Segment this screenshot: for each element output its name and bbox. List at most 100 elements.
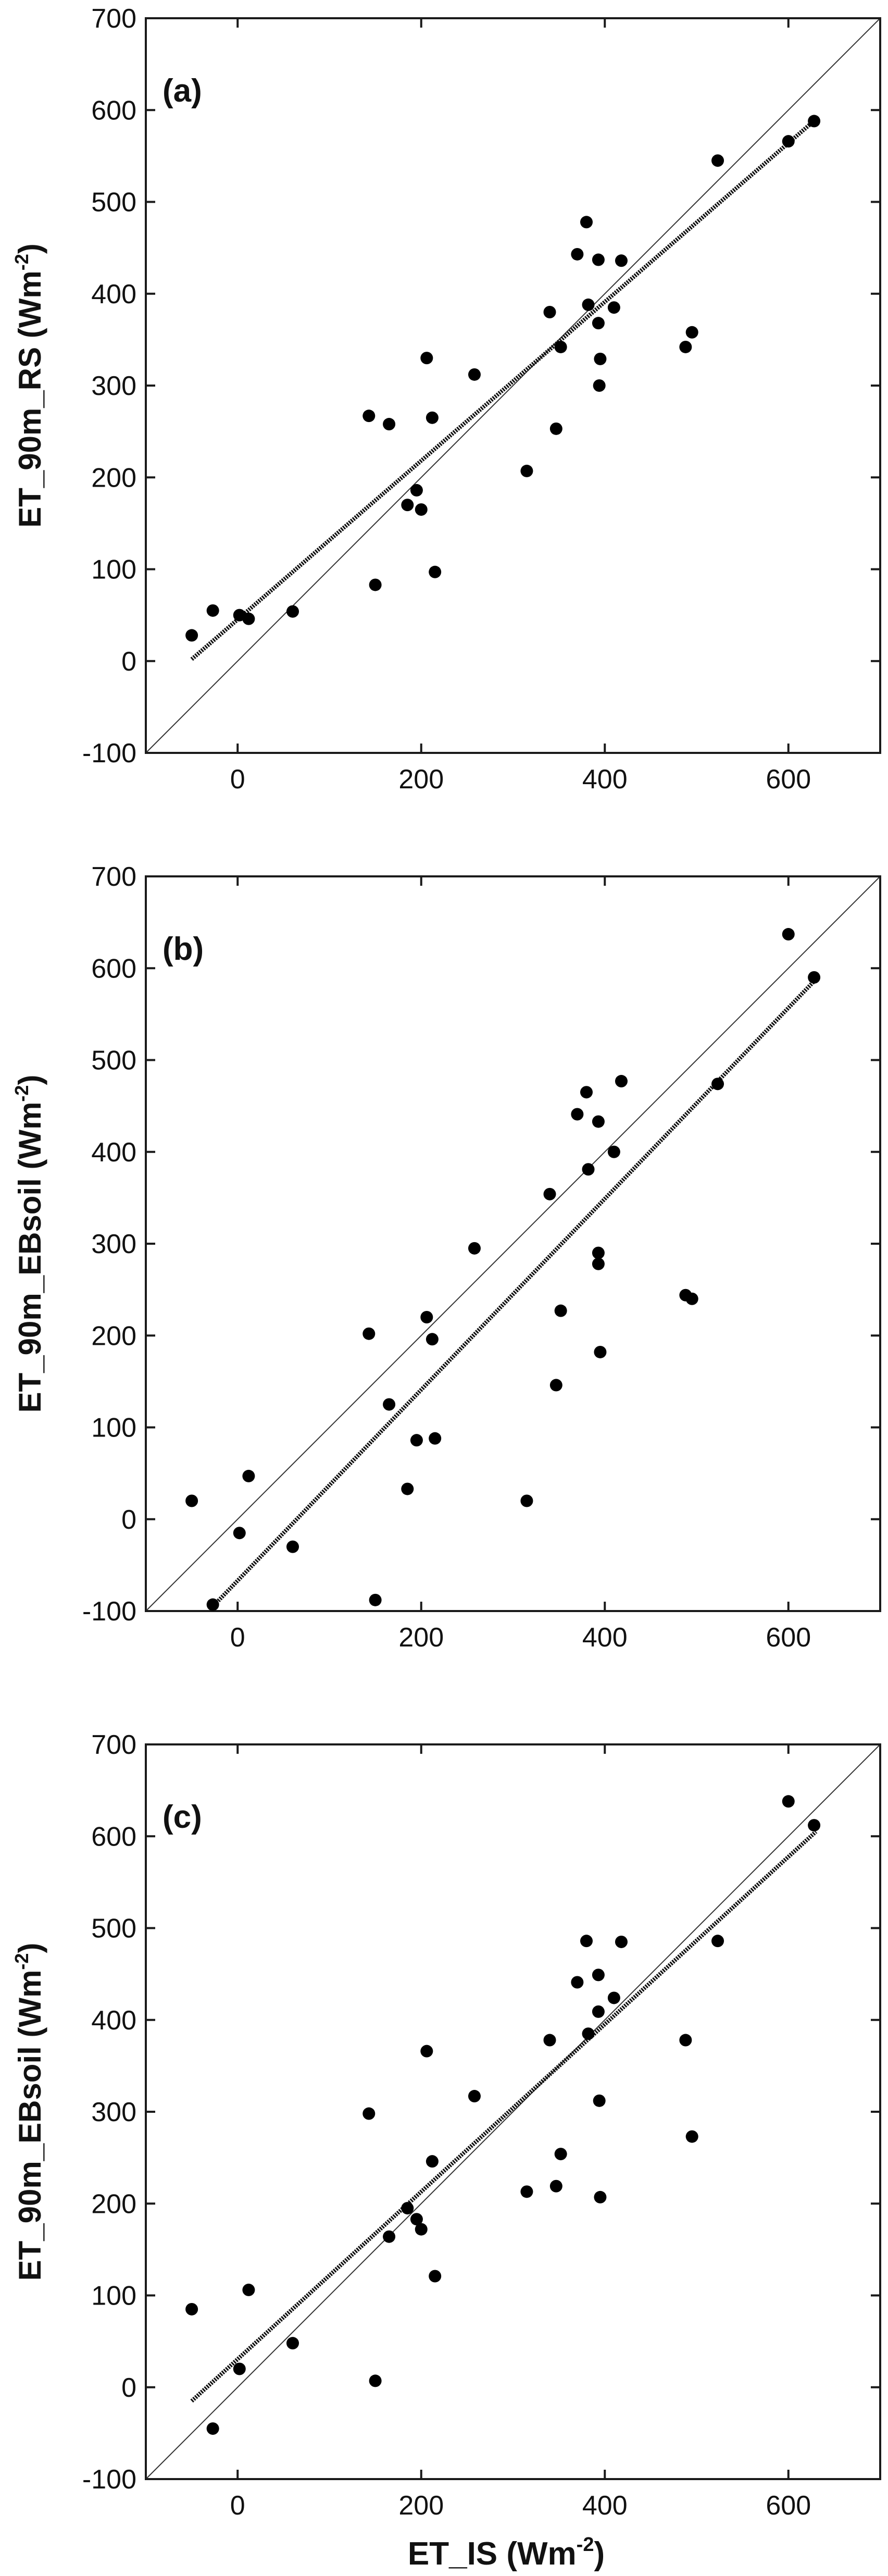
data-point	[520, 464, 533, 477]
data-point	[401, 1482, 414, 1495]
y-axis-label: ET_90m_RS (Wm-2)	[11, 243, 47, 527]
data-point	[549, 2179, 562, 2193]
data-point	[711, 1935, 724, 1948]
data-point	[520, 1494, 533, 1507]
data-point	[185, 2302, 198, 2315]
data-point	[185, 629, 198, 642]
data-point	[286, 605, 299, 618]
data-point	[420, 1311, 433, 1323]
data-point	[782, 928, 795, 941]
x-tick-label: 200	[398, 764, 444, 795]
fit-line	[211, 977, 818, 1608]
data-point	[592, 317, 605, 330]
data-point	[593, 2094, 606, 2107]
data-point	[401, 499, 414, 512]
x-tick-label: 400	[582, 1623, 628, 1653]
data-point	[286, 1540, 299, 1553]
data-point	[383, 418, 396, 431]
data-point	[592, 2005, 605, 2018]
one-to-one-line	[145, 1744, 881, 2480]
y-tick-label: 200	[91, 463, 136, 493]
data-point	[615, 1935, 628, 1948]
data-point	[233, 2362, 246, 2375]
x-tick-label: 600	[766, 764, 811, 795]
y-tick-label: 400	[91, 2005, 136, 2036]
data-point	[206, 1598, 219, 1611]
data-point	[571, 1108, 584, 1121]
data-point	[571, 247, 584, 261]
data-point	[685, 1292, 698, 1305]
data-point	[582, 1163, 595, 1176]
data-point	[415, 503, 428, 516]
y-tick-label: 500	[91, 188, 136, 218]
y-axis-label: ET_90m_EBsoil (Wm-2)	[11, 1943, 47, 2281]
y-tick-label: 700	[91, 862, 136, 892]
data-point	[615, 254, 628, 267]
data-point	[711, 154, 724, 167]
fit-line	[190, 1830, 818, 2403]
data-point	[592, 253, 605, 266]
data-point	[592, 1246, 605, 1259]
y-tick-label: -100	[82, 1596, 136, 1627]
data-point	[233, 1527, 246, 1540]
data-point	[549, 422, 562, 435]
data-point	[580, 216, 593, 229]
data-point	[369, 2374, 382, 2387]
data-point	[808, 971, 821, 984]
y-tick-label: -100	[82, 2464, 136, 2495]
data-point	[549, 1379, 562, 1392]
data-point	[362, 1327, 376, 1340]
x-tick-label: 0	[230, 1623, 245, 1653]
data-point	[410, 484, 423, 497]
data-point	[808, 1819, 821, 1832]
data-point	[554, 340, 567, 353]
data-point	[580, 1935, 593, 1948]
data-point	[679, 2034, 692, 2047]
y-tick-label: 600	[91, 95, 136, 126]
panel-1: 0 200 400 600 -100 0 100 200 300 400 500 600 700 (a) E…	[11, 4, 881, 795]
y-tick-label: 0	[121, 647, 136, 677]
data-point	[401, 2202, 414, 2215]
y-axis-label: ET_90m_EBsoil (Wm-2)	[11, 1075, 47, 1413]
y-tick-label: 0	[121, 1505, 136, 1535]
data-point	[580, 1086, 593, 1099]
y-tick-label: 600	[91, 953, 136, 984]
y-tick-label: 100	[91, 2281, 136, 2311]
y-tick-label: 700	[91, 1730, 136, 1760]
y-tick-label: 200	[91, 1321, 136, 1351]
data-point	[782, 135, 795, 148]
data-point	[543, 2034, 556, 2047]
data-point	[242, 1469, 255, 1482]
data-point	[410, 1434, 423, 1447]
data-point	[369, 578, 382, 591]
data-point	[592, 1968, 605, 1981]
data-point	[582, 298, 595, 311]
data-point	[383, 2230, 396, 2243]
data-point	[362, 2107, 376, 2120]
x-tick-label: 200	[398, 1623, 444, 1653]
y-tick-label: 100	[91, 555, 136, 585]
data-point	[242, 612, 255, 625]
x-axis-label: ET_IS (Wm-2)	[408, 2534, 605, 2572]
data-point	[679, 340, 692, 353]
y-tick-label: 700	[91, 4, 136, 34]
data-point	[808, 115, 821, 128]
data-point	[429, 565, 442, 578]
data-point	[520, 2185, 533, 2198]
data-point	[420, 352, 433, 365]
data-point	[543, 1187, 556, 1200]
data-point	[592, 1257, 605, 1270]
data-point	[685, 2130, 698, 2143]
y-tick-label: 500	[91, 1046, 136, 1076]
one-to-one-line	[145, 18, 881, 753]
x-tick-label: 0	[230, 764, 245, 795]
data-point	[607, 1991, 620, 2004]
data-point	[429, 1432, 442, 1445]
data-point	[383, 1398, 396, 1411]
panel-label: (a)	[162, 73, 202, 109]
y-tick-label: -100	[82, 738, 136, 769]
data-point	[592, 1115, 605, 1128]
data-point	[554, 2148, 567, 2161]
y-tick-label: 400	[91, 279, 136, 309]
